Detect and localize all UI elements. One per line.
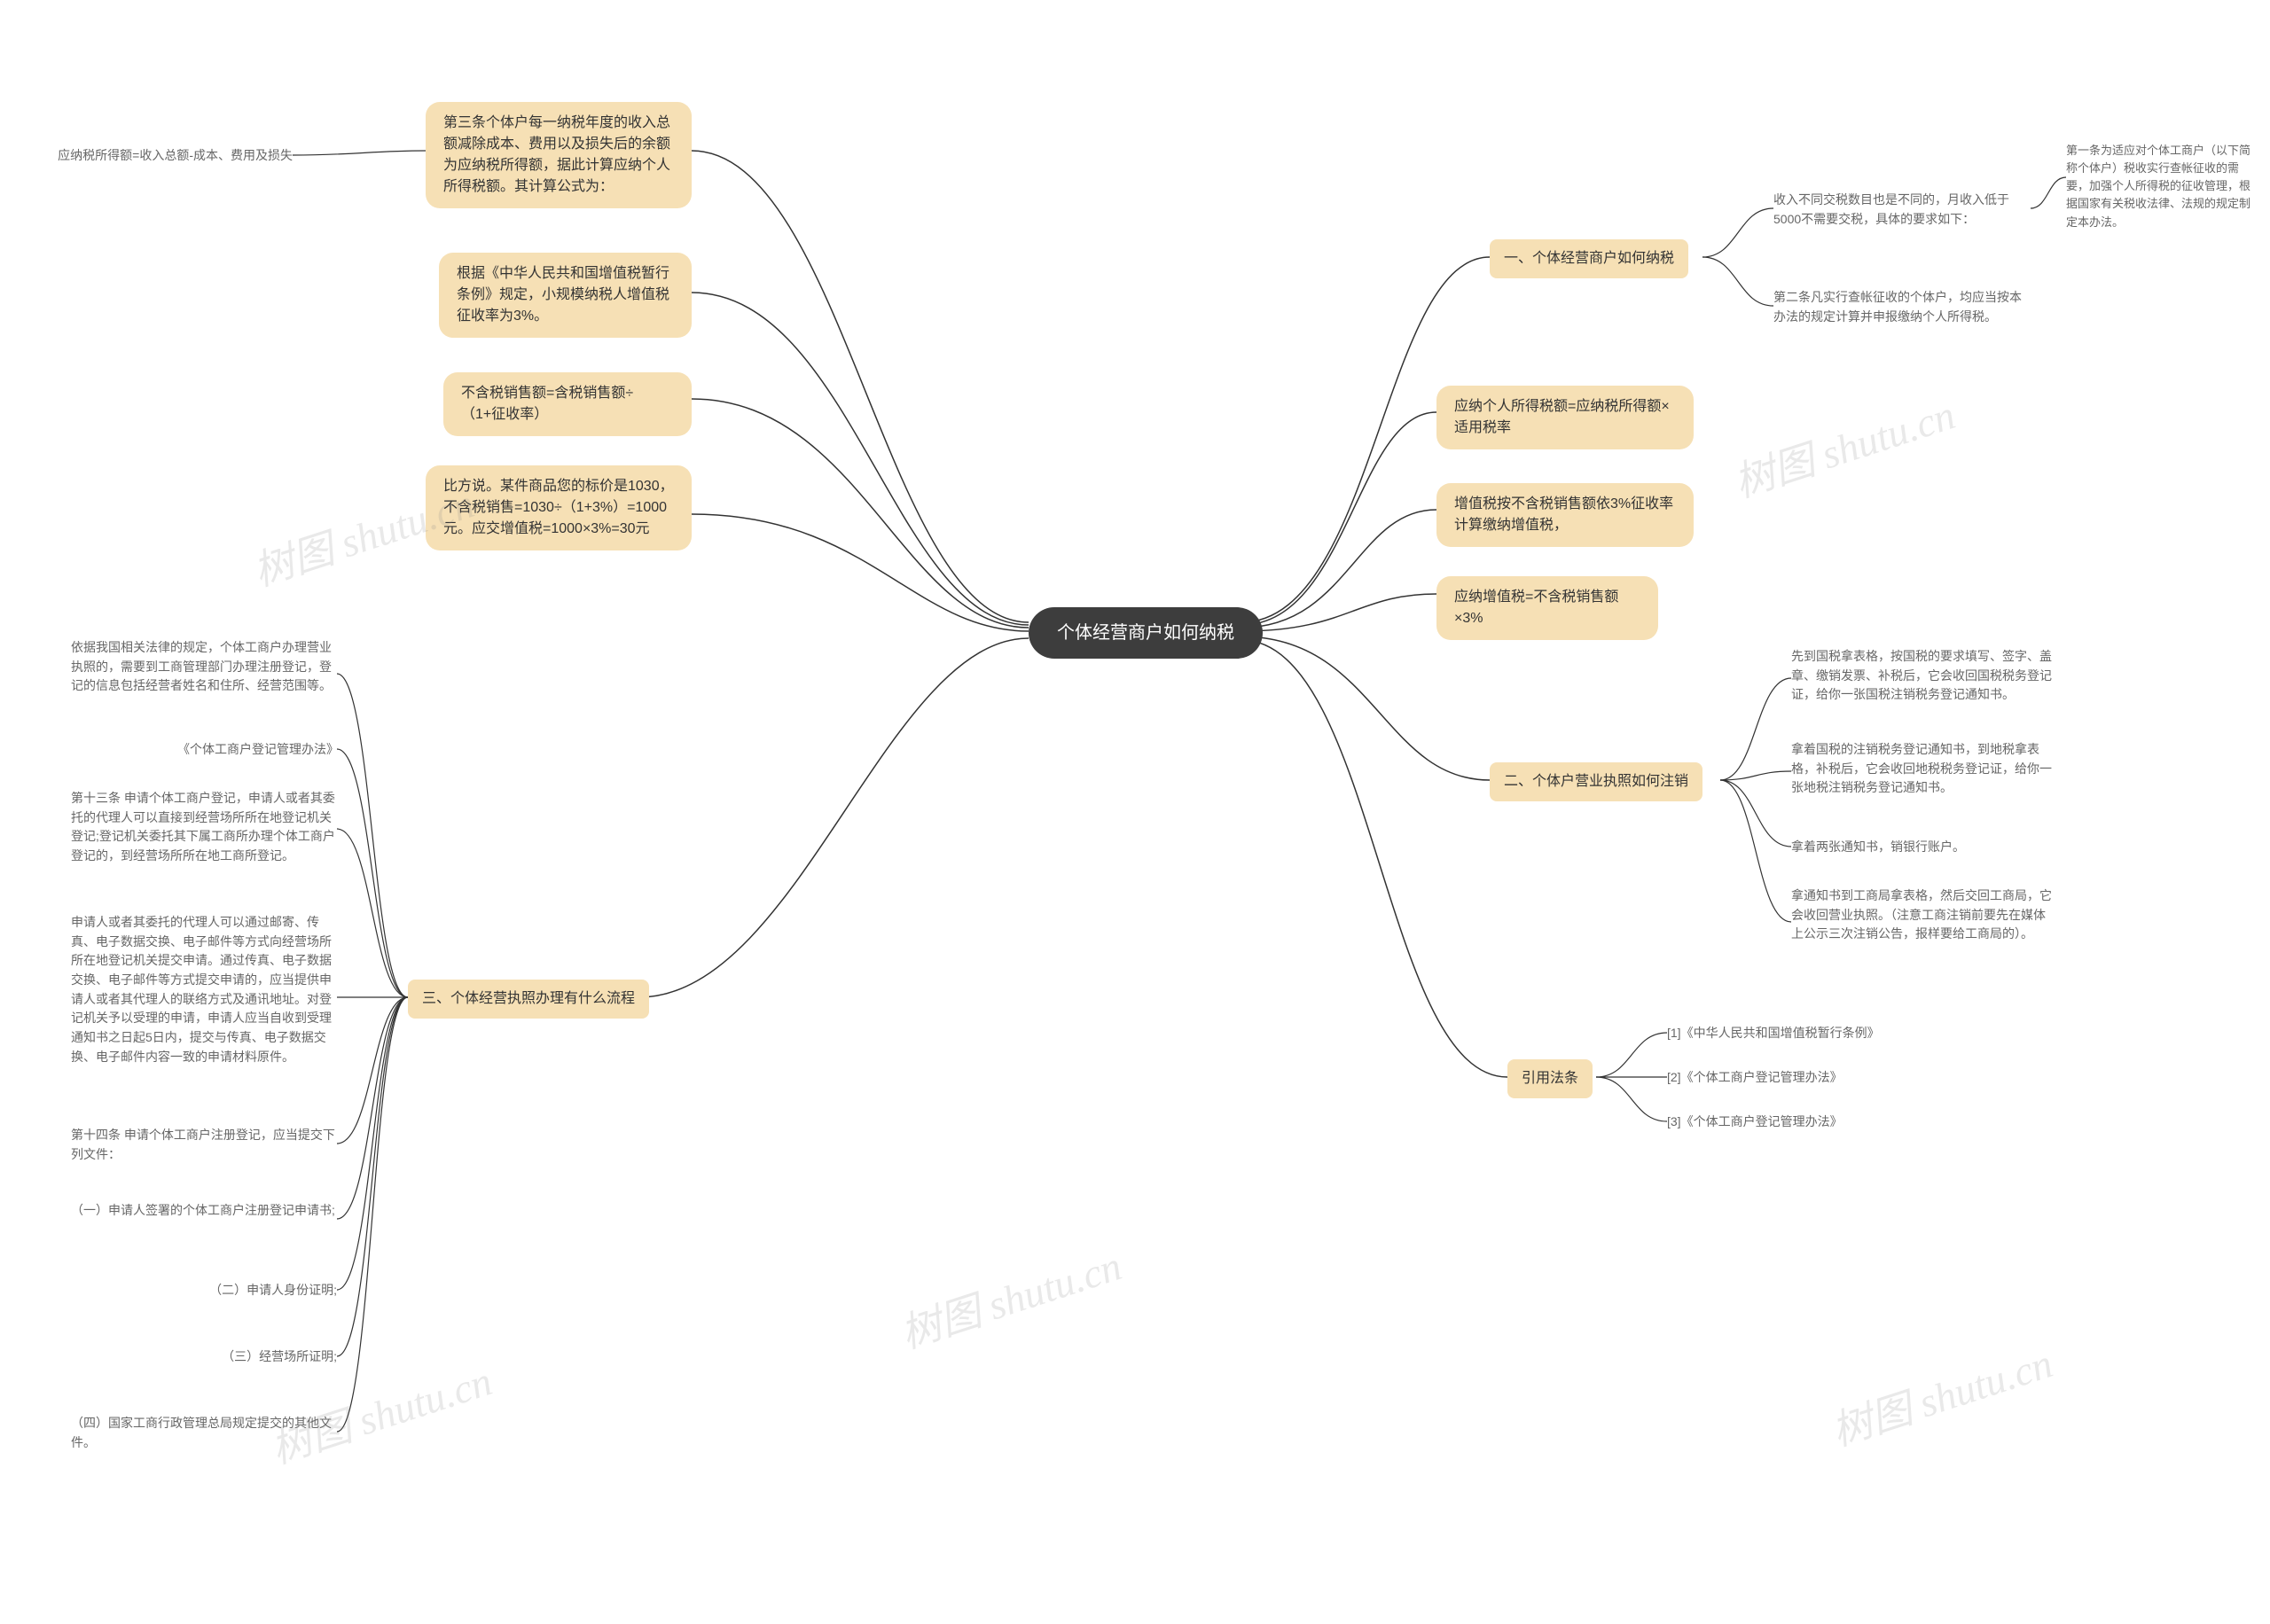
- b3-child-2: 第十三条 申请个体工商户登记，申请人或者其委托的代理人可以直接到经营场所所在地登…: [71, 789, 337, 866]
- right-pill-1[interactable]: 增值税按不含税销售额依3%征收率计算缴纳增值税，: [1436, 483, 1694, 547]
- left-pill-3[interactable]: 不含税销售额=含税销售额÷（1+征收率）: [443, 372, 692, 436]
- b3-child-5: （一）申请人签署的个体工商户注册登记申请书;: [71, 1201, 337, 1221]
- b3-child-1: 《个体工商户登记管理办法》: [177, 740, 337, 760]
- watermark-2: 树图 shutu.cn: [1726, 383, 1961, 510]
- left-pill-2-text: 根据《中华人民共和国增值税暂行条例》规定，小规模纳税人增值税征收率为3%。: [457, 266, 669, 324]
- left-pill-2[interactable]: 根据《中华人民共和国增值税暂行条例》规定，小规模纳税人增值税征收率为3%。: [439, 253, 692, 338]
- ref-2: [3]《个体工商户登记管理办法》: [1667, 1113, 1951, 1132]
- center-node[interactable]: 个体经营商户如何纳税: [1029, 607, 1263, 659]
- b3-child-4: 第十四条 申请个体工商户注册登记，应当提交下列文件：: [71, 1126, 337, 1164]
- center-label: 个体经营商户如何纳税: [1057, 623, 1234, 643]
- branch-refs[interactable]: 引用法条: [1507, 1059, 1593, 1098]
- b2-child-2: 拿着两张通知书，销银行账户。: [1791, 838, 2057, 857]
- b1-grandchild: 第一条为适应对个体工商户（以下简称个体户）税收实行查帐征收的需要，加强个人所得税…: [2066, 142, 2261, 231]
- b3-child-0: 依据我国相关法律的规定，个体工商户办理营业执照的，需要到工商管理部门办理注册登记…: [71, 638, 337, 696]
- b2-child-1: 拿着国税的注销税务登记通知书，到地税拿表格，补税后，它会收回地税税务登记证，给你…: [1791, 740, 2057, 798]
- branch-1[interactable]: 一、个体经营商户如何纳税: [1490, 239, 1688, 278]
- branch-3[interactable]: 三、个体经营执照办理有什么流程: [408, 980, 649, 1019]
- ref-0: [1]《中华人民共和国增值税暂行条例》: [1667, 1024, 1951, 1043]
- b3-child-8: （四）国家工商行政管理总局规定提交的其他文件。: [71, 1414, 337, 1452]
- b2-child-0: 先到国税拿表格，按国税的要求填写、签字、盖章、缴销发票、补税后，它会收回国税税务…: [1791, 647, 2057, 705]
- b3-child-3: 申请人或者其委托的代理人可以通过邮寄、传真、电子数据交换、电子邮件等方式向经营场…: [71, 913, 337, 1067]
- watermark-4: 树图 shutu.cn: [262, 1349, 498, 1476]
- left-pill-3-text: 不含税销售额=含税销售额÷（1+征收率）: [461, 386, 633, 422]
- watermark-3: 树图 shutu.cn: [892, 1234, 1128, 1361]
- b1-child-1: 第二条凡实行查帐征收的个体户，均应当按本办法的规定计算并申报缴纳个人所得税。: [1773, 288, 2031, 326]
- right-pill-0[interactable]: 应纳个人所得税额=应纳税所得额×适用税率: [1436, 386, 1694, 449]
- branch-3-label: 三、个体经营执照办理有什么流程: [422, 991, 635, 1006]
- b2-child-3: 拿通知书到工商局拿表格，然后交回工商局，它会收回营业执照。（注意工商注销前要先在…: [1791, 886, 2057, 944]
- left-pill-4[interactable]: 比方说。某件商品您的标价是1030，不含税销售=1030÷（1+3%）=1000…: [426, 465, 692, 550]
- branch-2-label: 二、个体户营业执照如何注销: [1504, 774, 1688, 789]
- left-pill-1-text: 第三条个体户每一纳税年度的收入总额减除成本、费用以及损失后的余额为应纳税所得额，…: [443, 115, 670, 194]
- ref-1: [2]《个体工商户登记管理办法》: [1667, 1068, 1951, 1088]
- left-pill-1[interactable]: 第三条个体户每一纳税年度的收入总额减除成本、费用以及损失后的余额为应纳税所得额，…: [426, 102, 692, 208]
- right-pill-2[interactable]: 应纳增值税=不含税销售额×3%: [1436, 576, 1658, 640]
- b1-child-0: 收入不同交税数目也是不同的，月收入低于5000不需要交税，具体的要求如下：: [1773, 191, 2031, 229]
- branch-refs-label: 引用法条: [1522, 1071, 1578, 1086]
- branch-1-label: 一、个体经营商户如何纳税: [1504, 251, 1674, 266]
- left-pill-1-leaf: 应纳税所得额=收入总额-成本、费用及损失: [53, 146, 293, 166]
- b3-child-6: （二）申请人身份证明;: [195, 1281, 337, 1300]
- watermark-5: 树图 shutu.cn: [1823, 1331, 2059, 1458]
- connector-layer: [0, 0, 2270, 1624]
- branch-2[interactable]: 二、个体户营业执照如何注销: [1490, 762, 1702, 801]
- b3-child-7: （三）经营场所证明;: [208, 1347, 337, 1367]
- left-pill-4-text: 比方说。某件商品您的标价是1030，不含税销售=1030÷（1+3%）=1000…: [443, 479, 674, 536]
